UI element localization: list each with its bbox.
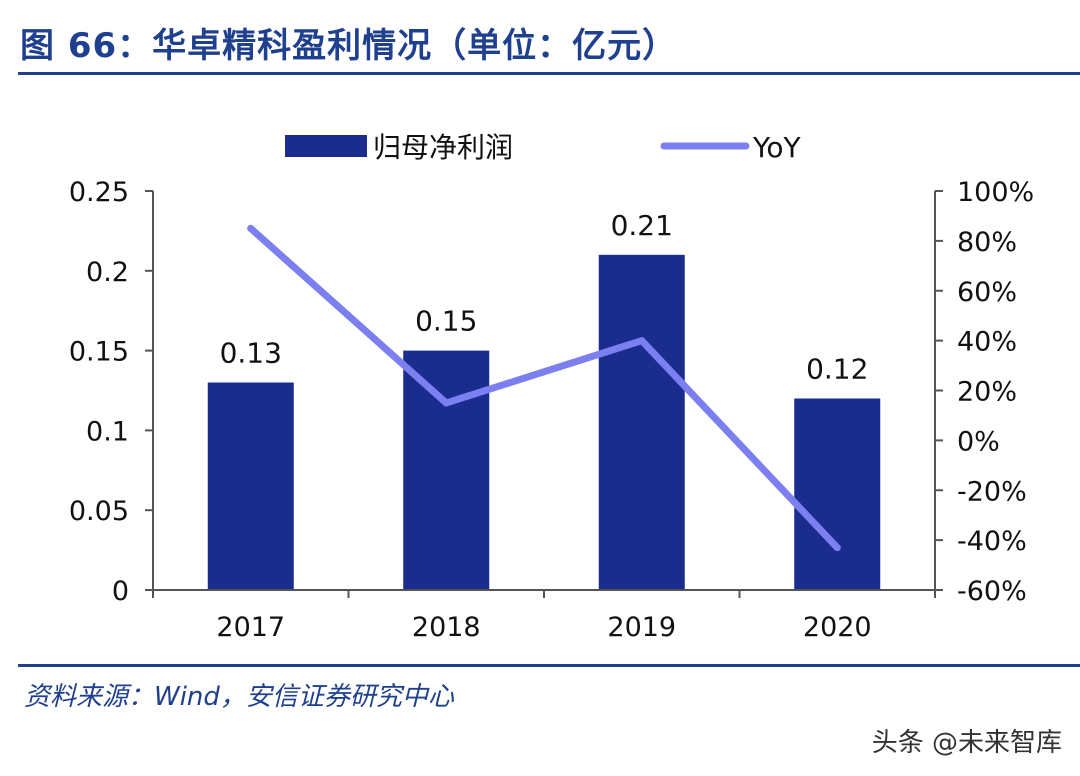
right-tick-label: 80%: [957, 227, 1017, 258]
yoy-point-2018: [442, 399, 450, 407]
yoy-line: [247, 224, 841, 552]
bar-value-label: 0.13: [220, 337, 282, 370]
bar-2018: [403, 350, 490, 590]
bar-2020: [794, 398, 881, 590]
left-tick-label: 0.05: [69, 496, 129, 527]
bar-value-label: 0.12: [806, 352, 868, 385]
left-axis: 0 0.05 0.1 0.15 0.2 0.25: [69, 177, 154, 607]
left-tick-label: 0.2: [86, 257, 129, 288]
right-tick-label: -20%: [957, 476, 1027, 507]
watermark: 头条 @未来智库: [871, 728, 1062, 758]
bar-value-label: 0.21: [611, 209, 673, 242]
yoy-point-2020: [833, 544, 841, 552]
yoy-point-2017: [247, 224, 255, 232]
left-tick-label: 0: [112, 576, 129, 607]
source-note: 资料来源：Wind，安信证券研究中心: [24, 682, 454, 712]
bar-2019: [598, 254, 685, 590]
right-tick-label: 100%: [957, 177, 1034, 208]
left-tick-label: 0.25: [69, 177, 129, 208]
bar-2017: [207, 382, 294, 590]
x-tick-label: 2019: [607, 612, 676, 643]
legend: 归母净利润 YoY: [285, 131, 802, 164]
right-tick-label: 60%: [957, 277, 1017, 308]
right-tick-label: -40%: [957, 526, 1027, 557]
right-tick-label: 0%: [957, 426, 1000, 457]
x-tick-label: 2020: [803, 612, 872, 643]
right-tick-label: 40%: [957, 327, 1017, 358]
left-tick-label: 0.15: [69, 337, 129, 368]
figure-title: 图 66：华卓精科盈利情况（单位：亿元）: [20, 26, 678, 66]
bar-value-label: 0.15: [415, 305, 477, 338]
legend-label-bar: 归母净利润: [373, 131, 513, 164]
legend-swatch-bar: [285, 135, 367, 157]
left-tick-label: 0.1: [86, 416, 129, 447]
x-tick-label: 2017: [216, 612, 285, 643]
chart: 归母净利润 YoY 0 0.05 0.1 0.15 0.2 0.25 -60% -40% -20…: [69, 131, 1034, 643]
x-axis: 2017 2018 2019 2020: [152, 589, 936, 643]
yoy-point-2019: [638, 337, 646, 345]
right-tick-label: 20%: [957, 377, 1017, 408]
yoy-series: [247, 224, 841, 552]
x-tick-label: 2018: [412, 612, 481, 643]
legend-label-line: YoY: [752, 131, 802, 164]
source-rule: [18, 664, 1080, 667]
title-rule: [18, 72, 1080, 75]
right-tick-label: -60%: [957, 576, 1027, 607]
bar-series: 0.13 0.15 0.21 0.12: [207, 209, 881, 590]
right-axis: -60% -40% -20% 0% 20% 40% 60% 80% 100%: [934, 177, 1034, 607]
